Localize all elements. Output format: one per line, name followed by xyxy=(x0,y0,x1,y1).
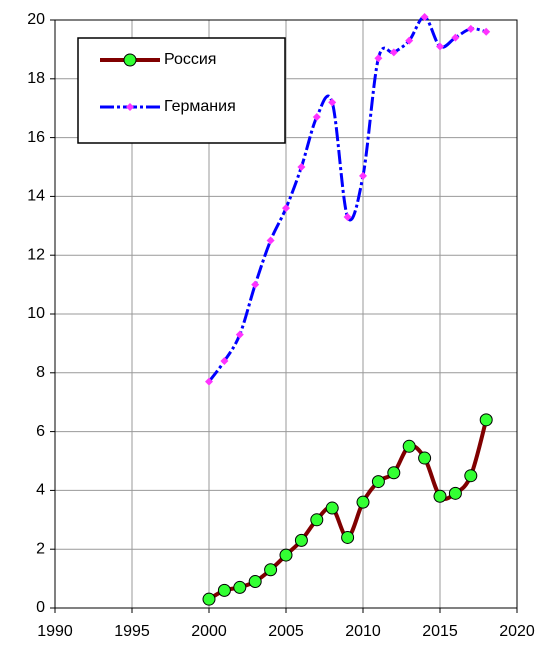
marker xyxy=(343,212,352,221)
y-tick-label: 0 xyxy=(36,599,45,616)
y-tick-label: 4 xyxy=(36,482,45,499)
x-tick-label: 2005 xyxy=(268,623,304,640)
marker xyxy=(325,501,339,515)
marker xyxy=(405,36,414,45)
plot-border xyxy=(54,19,518,609)
marker xyxy=(328,98,337,107)
marker xyxy=(264,563,278,577)
marker xyxy=(482,27,491,36)
y-tick-label: 2 xyxy=(36,540,45,557)
marker xyxy=(464,469,478,483)
marker xyxy=(235,330,244,339)
marker xyxy=(371,475,385,489)
marker xyxy=(282,204,290,213)
series-line xyxy=(207,419,489,601)
marker xyxy=(220,357,229,366)
legend-marker xyxy=(126,103,134,111)
legend-box xyxy=(77,37,286,144)
marker xyxy=(266,236,275,245)
legend-marker xyxy=(123,53,137,67)
marker xyxy=(294,533,308,547)
marker xyxy=(202,592,216,606)
marker xyxy=(279,548,293,562)
marker xyxy=(436,42,444,51)
marker xyxy=(479,413,493,427)
marker xyxy=(418,451,432,465)
marker xyxy=(466,24,475,33)
marker xyxy=(233,580,247,594)
marker xyxy=(402,439,416,453)
x-tick-label: 1995 xyxy=(114,623,150,640)
y-tick-label: 16 xyxy=(27,129,45,146)
x-tick-label: 1990 xyxy=(37,623,73,640)
marker xyxy=(341,530,355,544)
marker xyxy=(448,486,462,500)
marker xyxy=(310,513,324,527)
y-tick-label: 18 xyxy=(27,70,45,87)
marker xyxy=(312,113,321,122)
marker xyxy=(389,48,398,57)
marker xyxy=(217,583,231,597)
y-tick-label: 12 xyxy=(27,246,45,263)
marker xyxy=(451,33,460,42)
marker xyxy=(297,163,306,171)
x-tick-label: 2010 xyxy=(345,623,381,640)
x-tick-label: 2020 xyxy=(499,623,535,640)
marker xyxy=(387,466,401,480)
legend-label: Германия xyxy=(164,98,236,115)
marker xyxy=(356,495,370,509)
x-tick-label: 2000 xyxy=(191,623,227,640)
y-tick-label: 20 xyxy=(27,11,45,28)
y-tick-label: 8 xyxy=(36,364,45,381)
marker xyxy=(433,489,447,503)
marker xyxy=(251,280,260,289)
marker xyxy=(205,377,213,386)
marker xyxy=(374,54,383,63)
y-tick-label: 10 xyxy=(27,305,45,322)
legend-label: Россия xyxy=(164,51,216,68)
marker xyxy=(359,171,367,180)
y-tick-label: 6 xyxy=(36,423,45,440)
marker xyxy=(248,575,262,589)
x-tick-label: 2015 xyxy=(422,623,458,640)
y-tick-label: 14 xyxy=(27,188,45,205)
marker xyxy=(420,13,429,22)
